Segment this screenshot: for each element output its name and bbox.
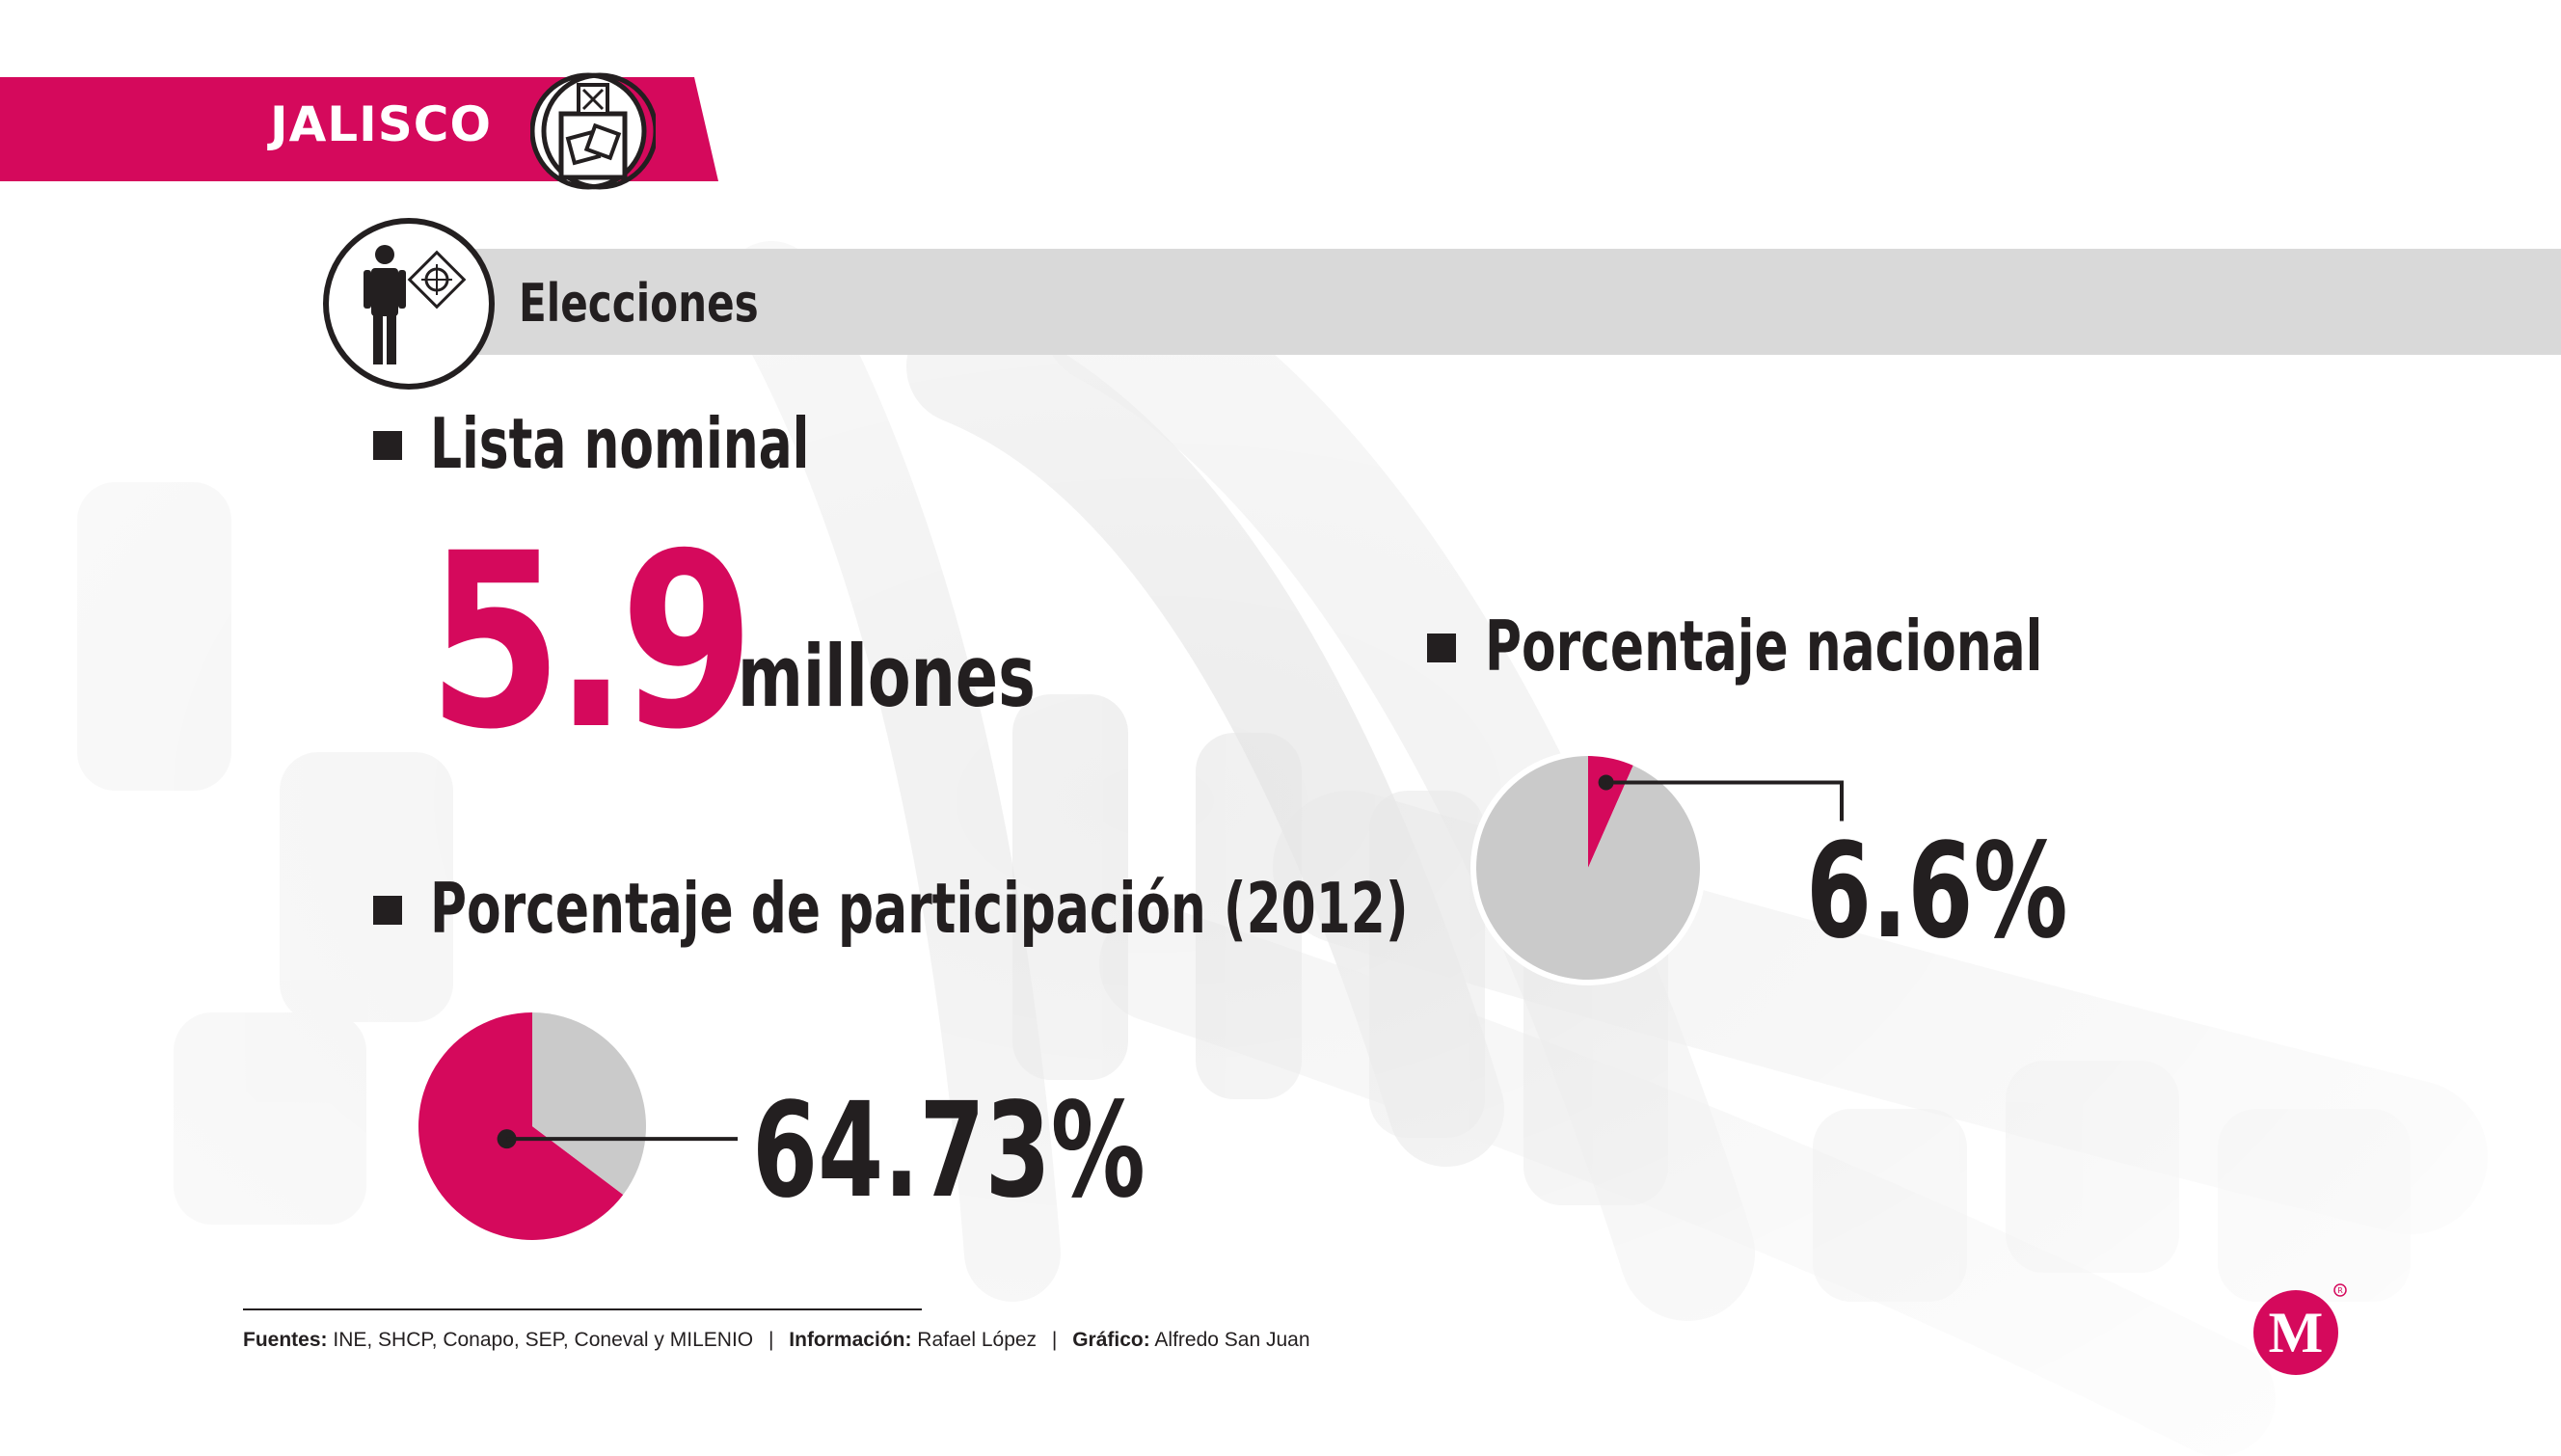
bullet-participacion xyxy=(373,896,402,925)
credits: Fuentes: INE, SHCP, Conapo, SEP, Coneval… xyxy=(243,1329,1310,1352)
pie-slice-resto xyxy=(1476,756,1700,980)
logo-letter: M xyxy=(2269,1301,2324,1364)
info-text: Rafael López xyxy=(917,1329,1038,1351)
footer-rule xyxy=(243,1308,922,1310)
graphic-label: Gráfico: xyxy=(1072,1329,1150,1351)
section-bar xyxy=(405,249,2561,355)
pie-slice-participaci-n xyxy=(418,1012,624,1240)
pie-slice-abstenci-n xyxy=(532,1012,646,1195)
lista-nominal-unit: millones xyxy=(738,627,1036,726)
graphic-text: Alfredo San Juan xyxy=(1154,1329,1310,1351)
section-title: Elecciones xyxy=(519,273,759,334)
participacion-pct-label: 64.73% xyxy=(752,1075,1146,1227)
participacion-pie-chart xyxy=(413,1007,738,1246)
bullet-lista-nominal xyxy=(373,431,402,460)
lista-nominal-heading: Lista nominal xyxy=(430,403,810,484)
separator: | xyxy=(768,1329,774,1351)
separator: | xyxy=(1051,1329,1058,1351)
sources-text: INE, SHCP, Conapo, SEP, Coneval y MILENI… xyxy=(333,1329,754,1351)
nacional-leader-line xyxy=(1605,780,1844,822)
voter-icon xyxy=(323,218,495,390)
nacional-pie-chart xyxy=(1470,750,1844,985)
lista-nominal-value: 5.9 xyxy=(428,501,754,782)
info-label: Información: xyxy=(789,1329,912,1351)
milenio-logo: M R xyxy=(2253,1283,2347,1375)
nacional-pct-label: 6.6% xyxy=(1806,816,2068,968)
sources-label: Fuentes: xyxy=(243,1329,328,1351)
region-name: JALISCO xyxy=(270,96,492,152)
bullet-nacional xyxy=(1427,634,1456,662)
nacional-heading: Porcentaje nacional xyxy=(1485,606,2043,687)
svg-text:R: R xyxy=(2337,1286,2343,1295)
participacion-heading: Porcentaje de participación (2012) xyxy=(430,868,1409,949)
ballot-box-icon xyxy=(530,72,656,190)
